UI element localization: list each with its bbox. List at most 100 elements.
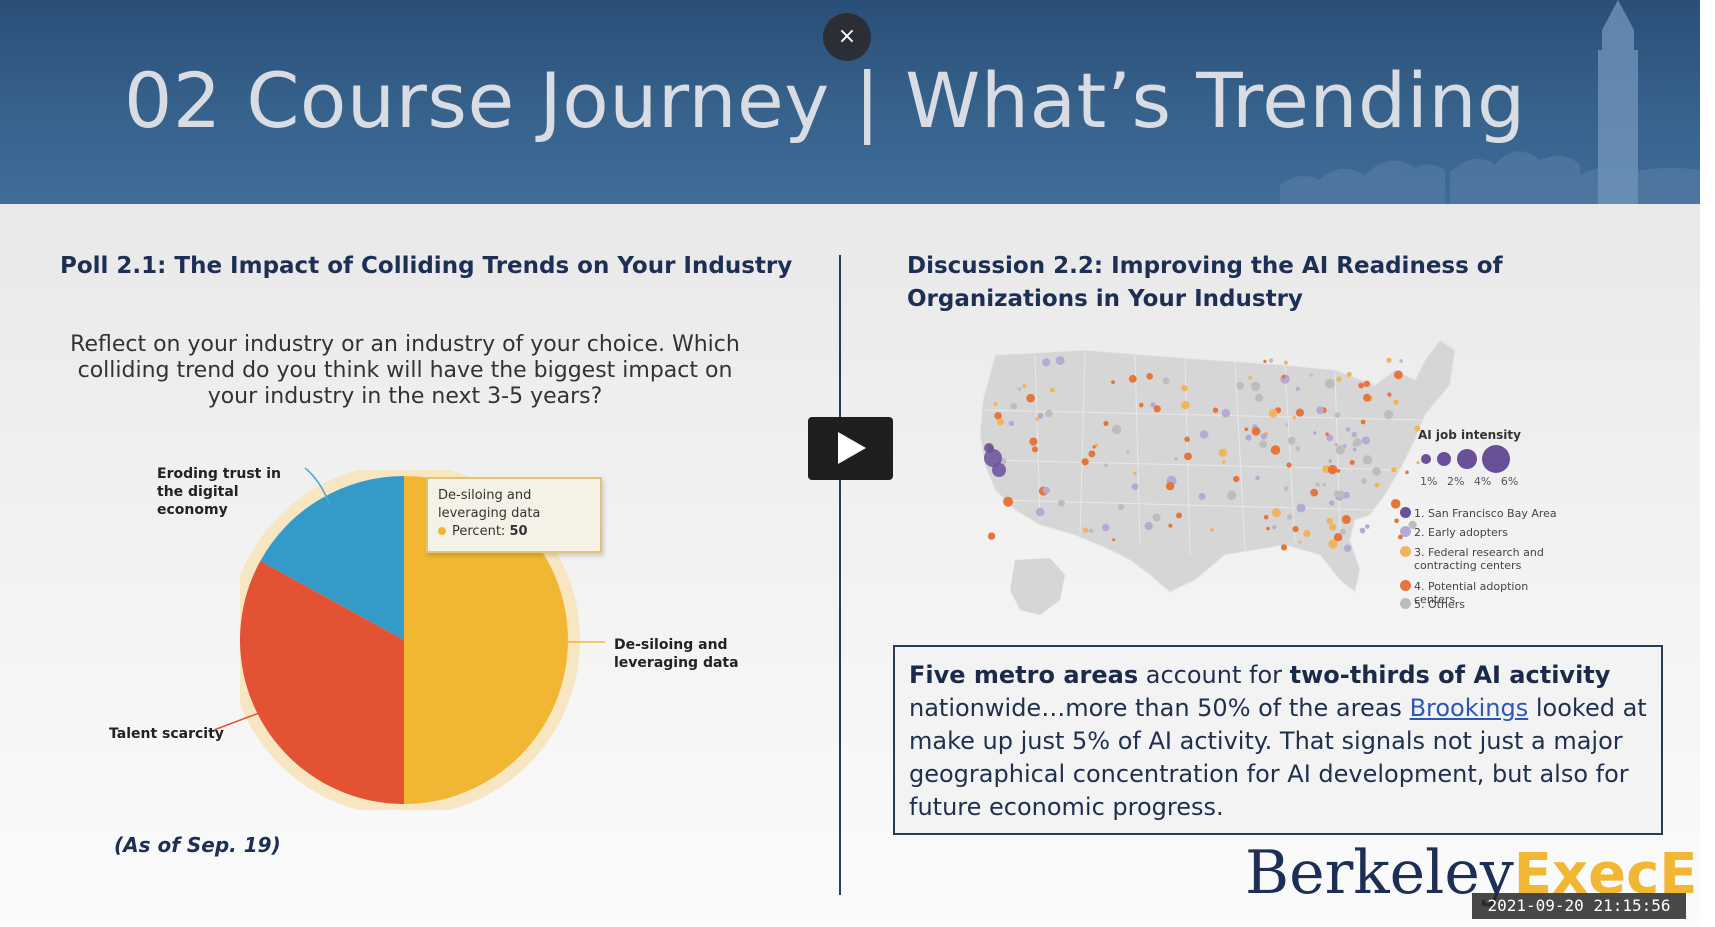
map-dot <box>1391 467 1397 473</box>
pie-label-talent: Talent scarcity <box>109 726 224 742</box>
map-dot <box>1035 417 1040 421</box>
map-dot <box>1333 533 1343 542</box>
map-dot-bay-area <box>992 463 1006 477</box>
map-dot <box>1003 496 1014 507</box>
map-dot <box>1334 443 1338 447</box>
map-dot <box>1283 360 1288 365</box>
map-dot <box>1295 386 1300 391</box>
legend-item: 4. Potential adoption centers <box>1400 580 1570 606</box>
map-dot <box>1295 408 1304 417</box>
map-dot <box>1244 427 1249 431</box>
map-dot <box>1103 420 1109 427</box>
map-dot <box>1221 408 1231 418</box>
map-dot <box>1316 406 1324 414</box>
map-dot <box>1309 373 1313 377</box>
map-dot <box>1328 459 1333 463</box>
map-dot <box>1144 521 1153 531</box>
alaska-shape <box>1010 558 1065 615</box>
poll-question: Reflect on your industry or an industry … <box>70 332 740 409</box>
map-dot <box>1336 469 1341 473</box>
pie-slice-talent-scarcity[interactable] <box>240 560 404 804</box>
legend-label: 3. Federal research and contracting cent… <box>1414 546 1544 572</box>
map-dot <box>1266 526 1270 531</box>
map-dot <box>1118 503 1125 511</box>
map-dot <box>1210 528 1214 532</box>
map-dot <box>1146 373 1153 380</box>
legend-size-circles <box>1421 445 1510 473</box>
legend-item: 5. Others <box>1400 598 1570 611</box>
map-dot <box>1390 499 1401 509</box>
map-dot <box>1168 523 1173 528</box>
map-dot <box>1336 490 1345 499</box>
tooltip-metric: Percent: <box>452 524 506 539</box>
campanile-skyline-graphic <box>1280 0 1700 204</box>
discussion-title-line2: Organizations in Your Industry <box>907 286 1303 312</box>
map-dot <box>1326 517 1333 524</box>
map-dot <box>1042 486 1050 494</box>
map-dot <box>1260 433 1267 440</box>
us-ai-map <box>979 339 1456 615</box>
map-dot <box>987 532 996 540</box>
legend-swatch <box>1400 580 1411 591</box>
map-dot <box>1181 401 1190 410</box>
map-dot <box>1281 374 1286 379</box>
map-dot <box>1268 358 1274 363</box>
map-dot <box>1341 515 1351 524</box>
legend-swatch <box>1400 598 1411 609</box>
map-dot <box>1394 370 1403 380</box>
close-button[interactable]: × <box>823 13 871 61</box>
legend-label: 1. San Francisco Bay Area <box>1414 507 1557 520</box>
brookings-link[interactable]: Brookings <box>1409 694 1529 722</box>
map-dot <box>1270 445 1281 455</box>
map-dot <box>1365 524 1370 529</box>
map-dot <box>1285 423 1289 427</box>
map-dot <box>1414 425 1421 432</box>
right-edge <box>1700 0 1715 927</box>
pie-slice-eroding-trust-in-the-digital-economy[interactable] <box>260 476 404 640</box>
map-dot <box>1199 430 1209 439</box>
map-dot <box>1322 482 1327 487</box>
legend-title: AI job intensity <box>1418 428 1521 442</box>
map-dot <box>1022 383 1027 388</box>
legend-item: 1. San Francisco Bay Area <box>1400 507 1570 520</box>
map-dot <box>1212 407 1219 413</box>
map-dot <box>1374 482 1380 488</box>
map-dot <box>1088 528 1094 534</box>
map-dot <box>1057 499 1065 507</box>
map-dot <box>1292 526 1299 533</box>
quote-box: Five metro areas account for two-thirds … <box>893 645 1663 835</box>
pie-hover-halo <box>240 470 580 810</box>
map-dot <box>1255 393 1264 402</box>
map-dot <box>1346 371 1352 377</box>
tooltip-value: 50 <box>509 524 528 539</box>
map-dot-bay-area <box>984 443 994 453</box>
pie-chart <box>240 470 580 810</box>
map-dot <box>1111 424 1122 435</box>
tooltip-swatch <box>438 527 446 535</box>
map-dot <box>1198 493 1206 500</box>
map-dot <box>1272 525 1277 530</box>
map-dot <box>1165 482 1175 491</box>
legend-swatch <box>1400 526 1411 537</box>
pie-leader-lines <box>213 467 605 731</box>
map-dot <box>1181 385 1188 392</box>
play-button[interactable] <box>808 417 893 480</box>
map-dot <box>1408 520 1417 529</box>
legend-label: 4. Potential adoption centers <box>1414 580 1529 606</box>
map-dot <box>1303 529 1311 537</box>
map-dot <box>1292 416 1296 420</box>
map-dot <box>1035 507 1045 517</box>
map-dot <box>1328 539 1338 549</box>
map-dot <box>1082 527 1089 533</box>
map-dot <box>1360 419 1366 425</box>
map-dot <box>1042 358 1051 367</box>
map-dot <box>1329 500 1335 506</box>
map-dot <box>1344 544 1352 552</box>
map-dot <box>1248 376 1252 380</box>
map-dot <box>1045 409 1053 418</box>
map-dot <box>1092 445 1096 449</box>
pie-slice-de-siloing-and-leveraging-data[interactable] <box>404 476 568 804</box>
map-dot <box>1405 470 1409 475</box>
map-dot <box>1334 412 1341 418</box>
map-dot <box>1026 393 1035 403</box>
